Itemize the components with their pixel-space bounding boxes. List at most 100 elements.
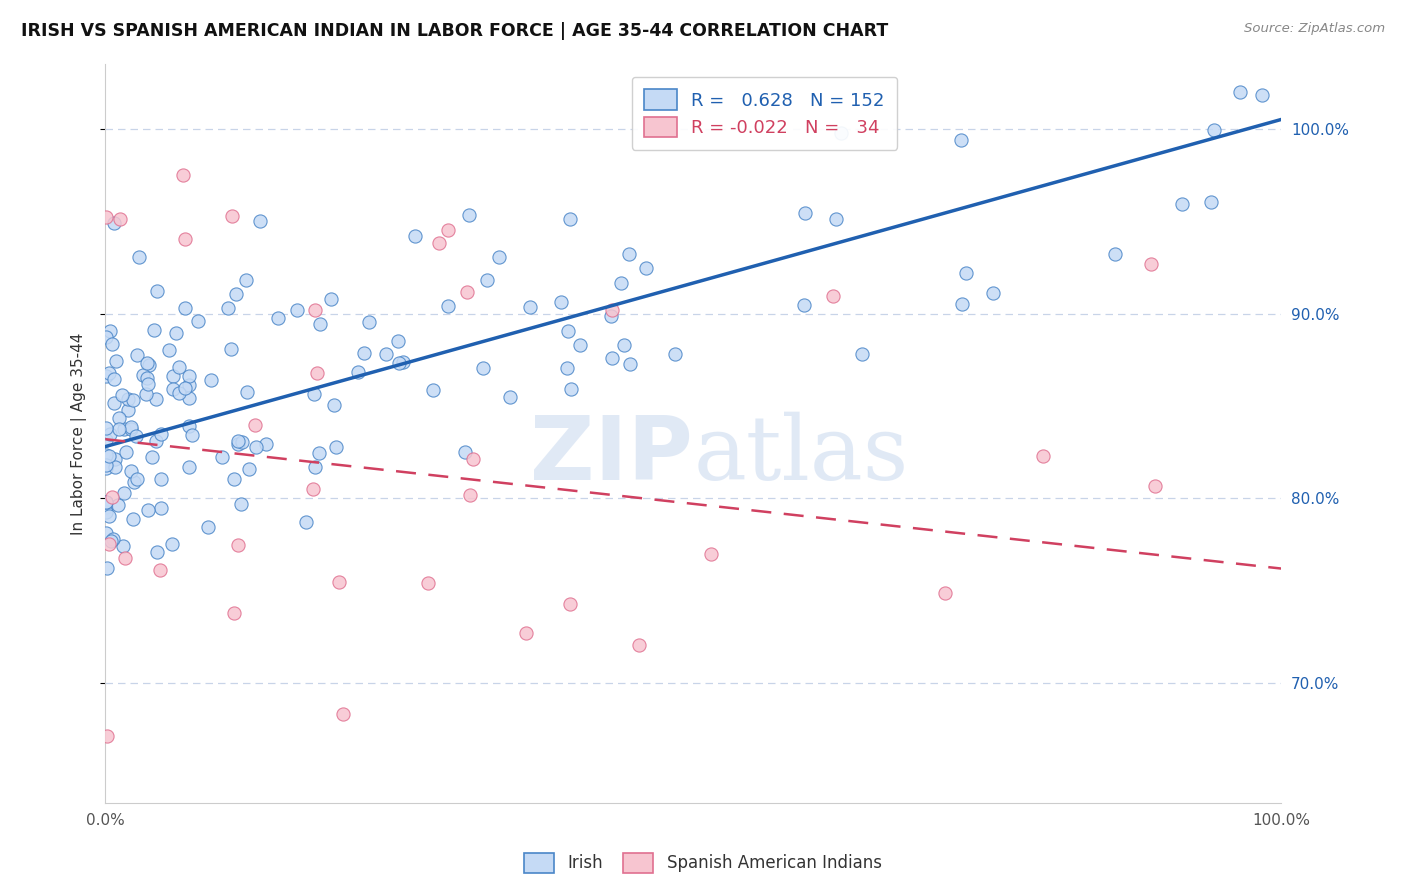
Point: [125, 472, 148, 486]
Point: [167, 386, 190, 401]
Point: [96, 330, 118, 344]
Point: [96, 210, 118, 224]
Point: [174, 231, 197, 245]
Point: [634, 260, 657, 275]
Point: [235, 273, 257, 287]
Point: [226, 436, 249, 450]
Point: [128, 250, 150, 264]
Point: [955, 266, 977, 280]
Y-axis label: In Labor Force | Age 35-44: In Labor Force | Age 35-44: [72, 333, 87, 535]
Point: [225, 286, 247, 301]
Point: [135, 387, 157, 401]
Point: [138, 359, 160, 373]
Point: [1031, 449, 1053, 463]
Point: [825, 212, 848, 227]
Point: [475, 273, 498, 287]
Point: [488, 250, 510, 264]
Point: [1201, 195, 1223, 210]
Point: [472, 361, 495, 376]
Point: [177, 392, 200, 406]
Point: [125, 347, 148, 361]
Point: [96, 495, 118, 509]
Point: [357, 315, 380, 329]
Point: [600, 302, 623, 317]
Point: [174, 301, 197, 315]
Point: [135, 356, 157, 370]
Point: [98, 537, 121, 551]
Point: [418, 576, 440, 591]
Point: [619, 357, 641, 371]
Point: [793, 206, 815, 220]
Point: [103, 396, 125, 410]
Point: [557, 360, 579, 375]
Point: [96, 433, 118, 447]
Point: [226, 538, 249, 552]
Point: [149, 472, 172, 486]
Point: [96, 500, 118, 514]
Point: [249, 214, 271, 228]
Point: [108, 422, 131, 436]
Point: [143, 323, 166, 337]
Point: [347, 365, 370, 379]
Point: [96, 421, 118, 435]
Point: [427, 235, 450, 250]
Point: [950, 297, 973, 311]
Point: [463, 451, 485, 466]
Point: [160, 537, 183, 551]
Point: [1229, 85, 1251, 99]
Point: [114, 550, 136, 565]
Point: [458, 488, 481, 502]
Point: [117, 403, 139, 417]
Point: [132, 368, 155, 382]
Point: [115, 445, 138, 459]
Point: [96, 368, 118, 383]
Point: [851, 347, 873, 361]
Point: [221, 342, 243, 356]
Point: [519, 300, 541, 314]
Point: [391, 355, 413, 369]
Point: [149, 427, 172, 442]
Point: [177, 419, 200, 434]
Point: [120, 422, 142, 436]
Point: [145, 434, 167, 448]
Point: [515, 626, 537, 640]
Point: [107, 498, 129, 512]
Text: atlas: atlas: [693, 412, 908, 500]
Text: ZIP: ZIP: [530, 412, 693, 500]
Point: [124, 475, 146, 489]
Point: [165, 326, 187, 340]
Point: [302, 387, 325, 401]
Text: IRISH VS SPANISH AMERICAN INDIAN IN LABOR FORCE | AGE 35-44 CORRELATION CHART: IRISH VS SPANISH AMERICAN INDIAN IN LABO…: [21, 22, 889, 40]
Point: [187, 313, 209, 327]
Point: [117, 392, 139, 406]
Point: [120, 420, 142, 434]
Point: [96, 448, 118, 462]
Point: [301, 482, 323, 496]
Point: [374, 347, 396, 361]
Point: [285, 303, 308, 318]
Point: [949, 133, 972, 147]
Point: [550, 295, 572, 310]
Point: [100, 324, 122, 338]
Point: [141, 450, 163, 465]
Point: [568, 337, 591, 351]
Point: [120, 464, 142, 478]
Point: [304, 302, 326, 317]
Point: [600, 351, 623, 365]
Point: [499, 390, 522, 404]
Point: [1204, 122, 1226, 136]
Legend: Irish, Spanish American Indians: Irish, Spanish American Indians: [517, 847, 889, 880]
Point: [96, 460, 118, 475]
Point: [557, 324, 579, 338]
Point: [457, 208, 479, 222]
Point: [228, 434, 250, 448]
Point: [613, 338, 636, 352]
Point: [353, 346, 375, 360]
Point: [387, 334, 409, 349]
Point: [98, 427, 121, 442]
Point: [96, 729, 118, 743]
Point: [224, 606, 246, 620]
Point: [101, 532, 124, 546]
Point: [610, 277, 633, 291]
Point: [180, 428, 202, 442]
